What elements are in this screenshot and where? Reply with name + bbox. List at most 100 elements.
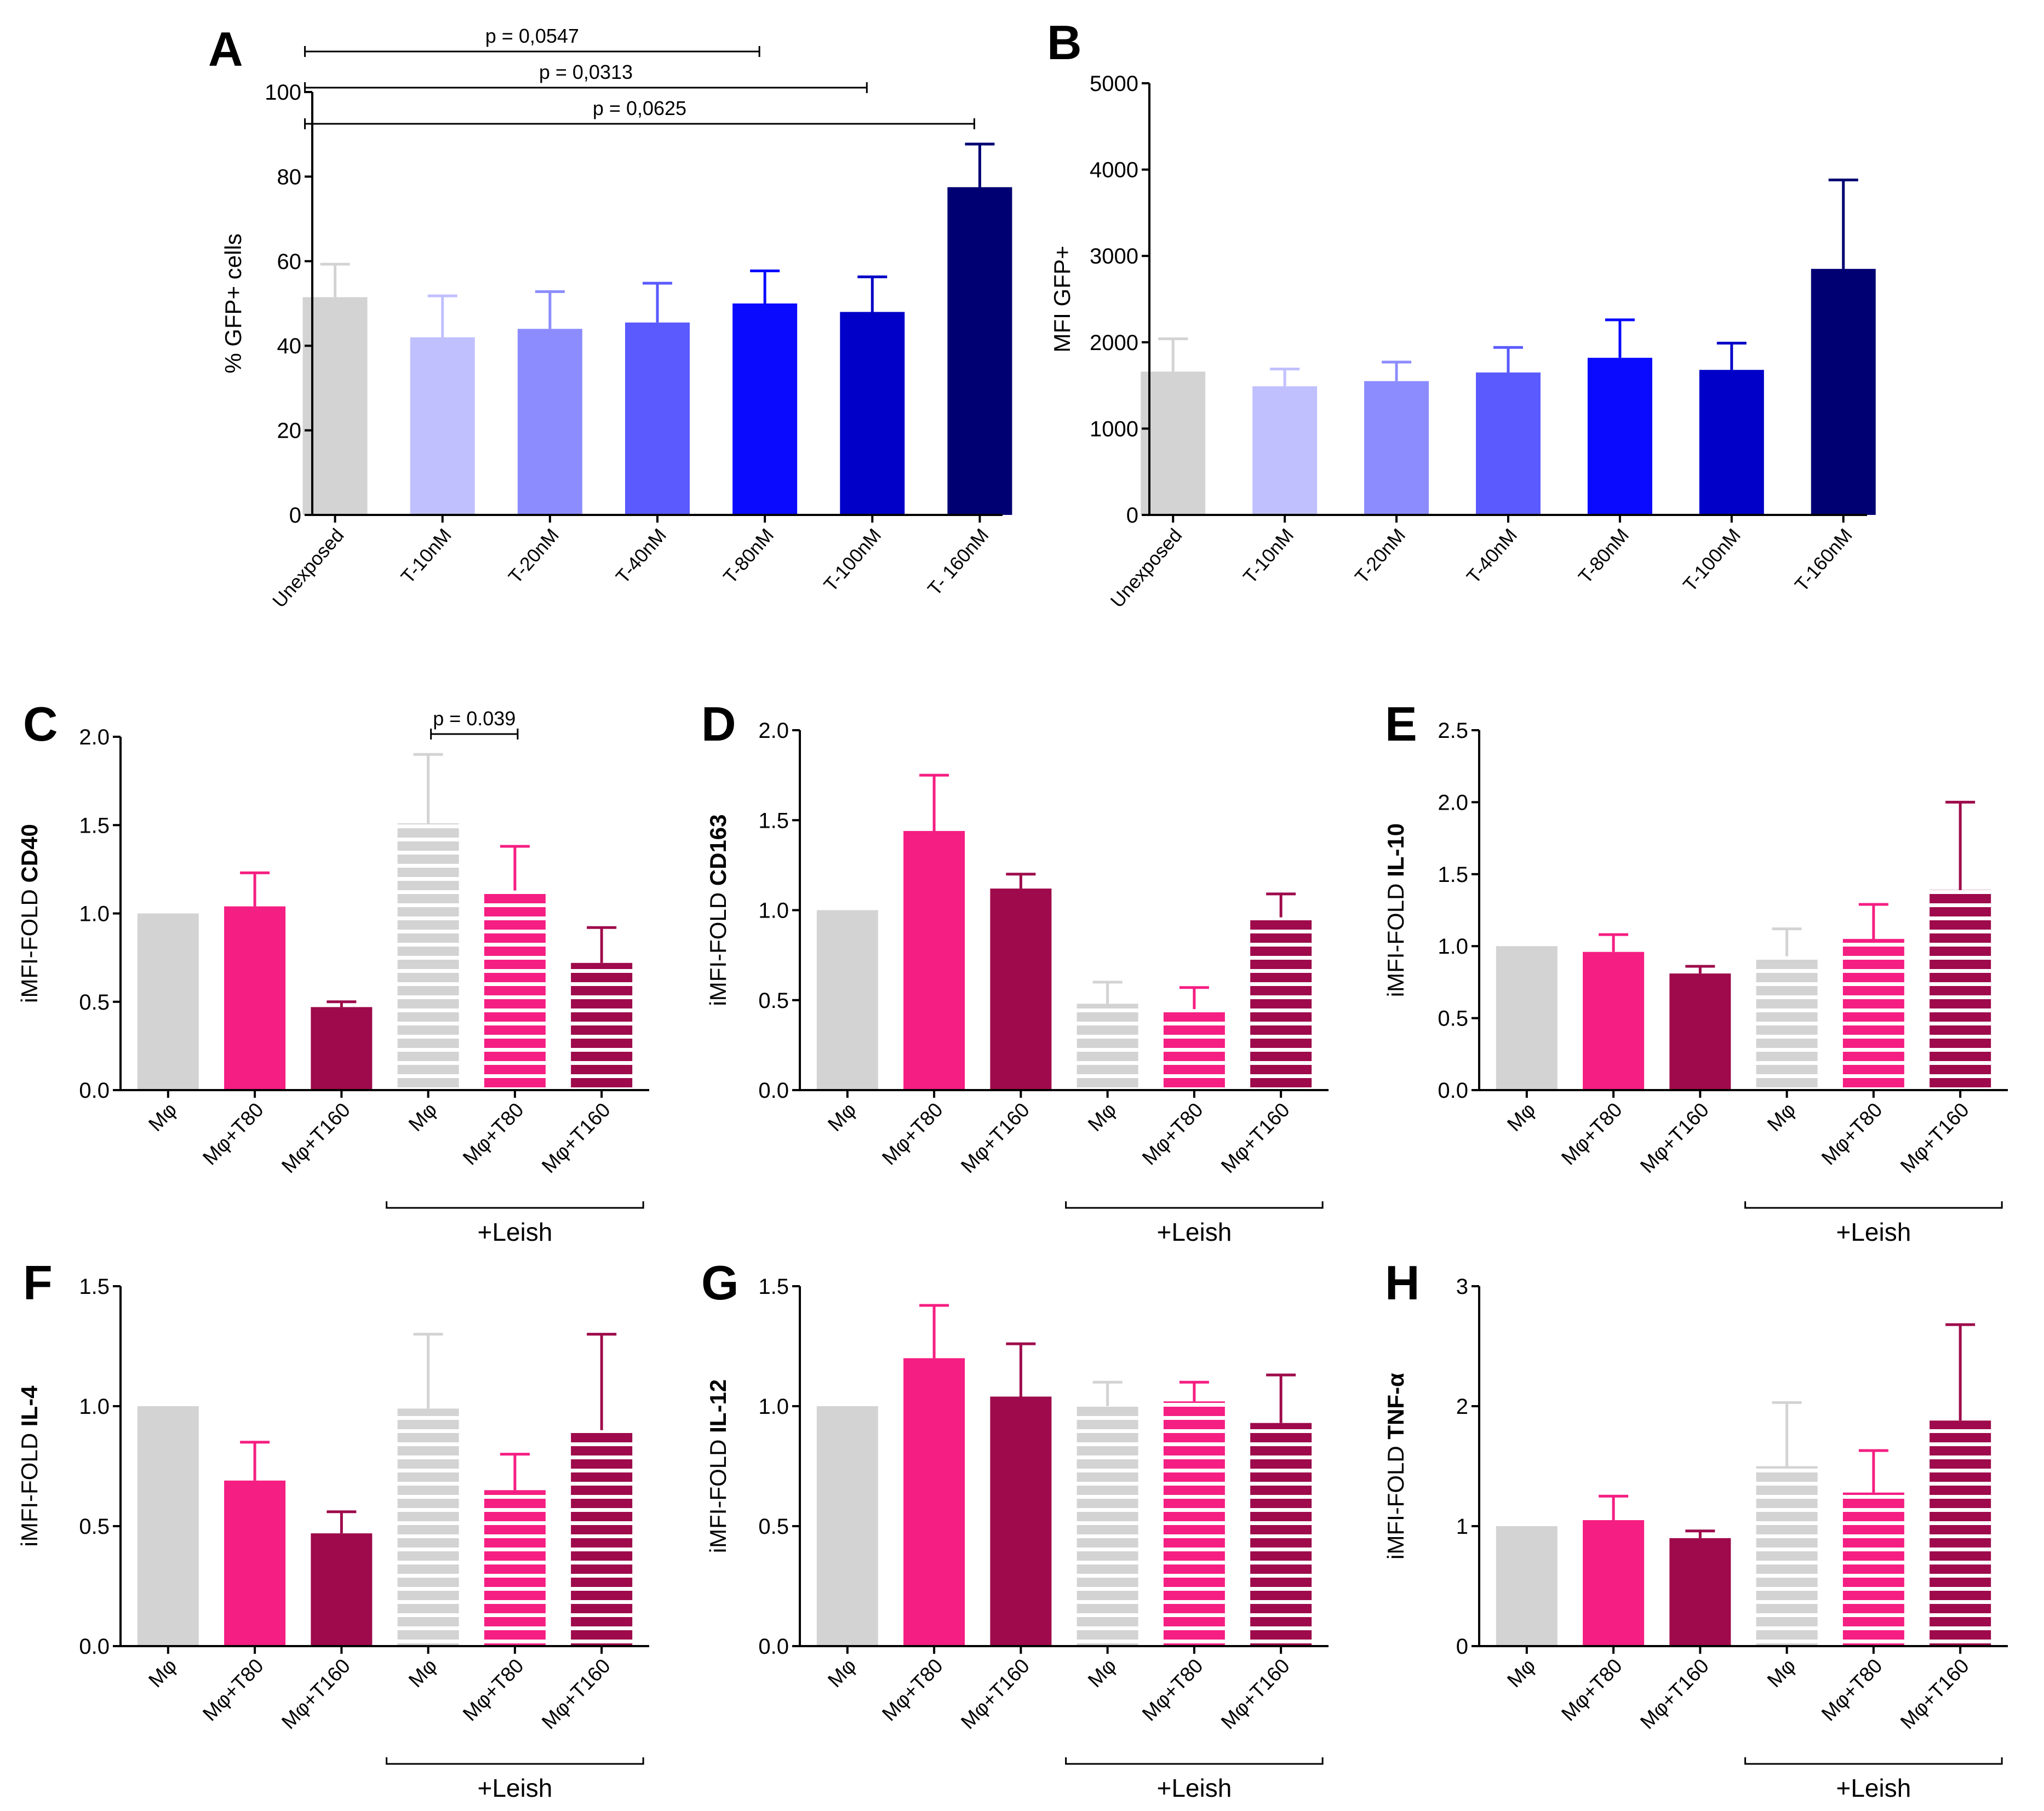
y-tick-label: 1 — [1456, 1515, 1468, 1539]
y-tick-label: 0 — [289, 503, 301, 528]
bar-c-0 — [137, 913, 199, 1090]
bar-d-1 — [903, 830, 965, 1090]
x-tick-label: Mφ+T160 — [1636, 1098, 1713, 1177]
x-tick-label: Mφ+T160 — [1636, 1654, 1713, 1733]
y-axis-label: iMFI-FOLD IL-10 — [1383, 823, 1409, 997]
x-tick-label: Mφ+T80 — [459, 1098, 528, 1169]
bar-d-2 — [990, 889, 1052, 1090]
y-tick-label: 2000 — [1090, 331, 1138, 355]
bar-f-3 — [397, 1408, 459, 1646]
y-tick-label: 0.5 — [758, 1515, 789, 1539]
x-tick-label: Mφ+T80 — [1138, 1098, 1207, 1169]
chart-panel-f: F0.00.51.01.5Mφ Mφ+T80 Mφ+T160 Mφ Mφ+T80 Mφ+T… — [16, 1256, 649, 1802]
x-tick-label: Mφ — [823, 1654, 861, 1692]
y-tick-label: 2.0 — [1438, 790, 1468, 815]
chart-panel-b: B 0 1000 2000 3000 4000 5000 Unexposed T-10nM T-2… — [1047, 15, 1876, 612]
y-tick-label: 0.0 — [758, 1635, 789, 1659]
x-tick-label: Mφ+T160 — [537, 1654, 615, 1733]
bar-b-0 — [1141, 371, 1206, 515]
y-axis-label: iMFI-FOLD IL-4 — [16, 1385, 42, 1547]
p-value-label: p = 0.039 — [433, 707, 516, 730]
y-tick-label: 1000 — [1090, 417, 1138, 441]
bar-g-5 — [1250, 1423, 1312, 1646]
x-tick-label: Mφ — [1503, 1098, 1540, 1136]
y-tick-label: 1.5 — [1438, 863, 1468, 887]
bar-d-4 — [1163, 1009, 1225, 1090]
group-label: +Leish — [1836, 1774, 1911, 1802]
y-axis-label: MFI GFP+ — [1049, 246, 1075, 353]
x-tick-label: Mφ — [144, 1098, 181, 1136]
x-tick-label: T-40nM — [1463, 525, 1521, 588]
x-tick-label: Mφ+T80 — [878, 1098, 947, 1169]
y-tick-label: 1.0 — [758, 899, 789, 923]
chart-panel-d: D0.00.51.01.52.0Mφ Mφ+T80 Mφ+T160 Mφ Mφ+T80 M… — [701, 697, 1329, 1246]
bar-g-2 — [990, 1396, 1052, 1646]
x-tick-label: Mφ+T80 — [878, 1654, 947, 1725]
group-bracket — [386, 1757, 644, 1765]
bar-f-5 — [571, 1430, 633, 1646]
y-tick-label: 0 — [1456, 1635, 1468, 1659]
x-tick-label: Mφ+T80 — [1557, 1098, 1627, 1169]
group-bracket — [1744, 1201, 2003, 1209]
x-tick-label: Unexposed — [268, 525, 348, 612]
bar-h-3 — [1756, 1466, 1818, 1646]
x-tick-label: Mφ+T160 — [1896, 1098, 1973, 1177]
y-axis-label: iMFI-FOLD IL-12 — [705, 1379, 731, 1553]
y-tick-label: 4000 — [1090, 158, 1138, 182]
y-tick-label: 2.0 — [79, 725, 110, 749]
x-tick-label: Mφ — [404, 1654, 442, 1692]
bar-g-1 — [903, 1358, 965, 1646]
y-tick-label: 1.0 — [79, 902, 110, 926]
x-tick-label: Mφ — [1763, 1098, 1800, 1136]
y-tick-label: 1.5 — [79, 1275, 110, 1299]
y-axis-label: iMFI-FOLD CD40 — [16, 824, 42, 1003]
bar-h-1 — [1583, 1520, 1645, 1646]
x-tick-label: Mφ+T160 — [1217, 1098, 1294, 1177]
y-tick-label: 1.0 — [79, 1395, 110, 1419]
bar-b-5 — [1699, 370, 1764, 515]
y-tick-label: 2.0 — [758, 719, 789, 743]
x-tick-label: T-160nM — [1791, 525, 1857, 596]
x-tick-label: T-10nM — [397, 525, 455, 588]
bar-f-1 — [224, 1480, 286, 1646]
y-tick-label: 1.0 — [758, 1395, 789, 1419]
chart-panel-c: C0.00.51.01.52.0Mφ Mφ+T80 Mφ+T160 Mφ Mφ+T80 M… — [16, 697, 649, 1246]
x-tick-label: Mφ — [404, 1098, 442, 1136]
x-tick-label: Mφ — [144, 1654, 181, 1692]
y-tick-label: 1.5 — [758, 809, 789, 833]
x-tick-label: Mφ+T160 — [1896, 1654, 1973, 1733]
bar-e-5 — [1930, 890, 1991, 1090]
panel-letter-b: B — [1047, 15, 1082, 70]
bar-c-2 — [311, 1007, 373, 1090]
bar-e-0 — [1496, 946, 1558, 1090]
y-tick-label: 2.5 — [1438, 719, 1468, 743]
x-tick-label: Mφ — [1084, 1098, 1121, 1136]
chart-panel-g: G0.00.51.01.5Mφ Mφ+T80 Mφ+T160 Mφ Mφ+T80 Mφ+T… — [701, 1256, 1329, 1802]
y-tick-label: 3000 — [1090, 244, 1138, 268]
bar-e-2 — [1669, 973, 1731, 1090]
y-tick-label: 80 — [277, 165, 302, 189]
y-tick-label: 0.5 — [1438, 1007, 1468, 1031]
bar-b-3 — [1476, 372, 1541, 515]
p-value-label: p = 0,0625 — [593, 97, 686, 119]
bar-h-0 — [1496, 1526, 1558, 1646]
y-tick-label: 5000 — [1090, 72, 1138, 96]
group-bracket — [1065, 1201, 1324, 1209]
x-tick-label: Mφ+T80 — [1817, 1654, 1887, 1725]
x-tick-label: T-80nM — [719, 525, 778, 588]
x-tick-label: T-20nM — [505, 525, 563, 588]
y-tick-label: 0 — [1126, 503, 1138, 528]
x-tick-label: T- 160nM — [924, 525, 993, 600]
bar-f-4 — [484, 1490, 546, 1646]
bar-f-2 — [311, 1533, 373, 1646]
y-tick-label: 0.0 — [79, 1635, 110, 1659]
panel-letter-c: C — [23, 697, 58, 751]
bar-a-3 — [625, 322, 690, 515]
x-tick-label: Mφ+T160 — [1217, 1654, 1294, 1733]
y-tick-label: 0.5 — [79, 990, 110, 1015]
bar-f-0 — [137, 1406, 199, 1646]
x-tick-label: Mφ+T160 — [957, 1654, 1034, 1733]
x-tick-label: Mφ+T160 — [957, 1098, 1034, 1177]
